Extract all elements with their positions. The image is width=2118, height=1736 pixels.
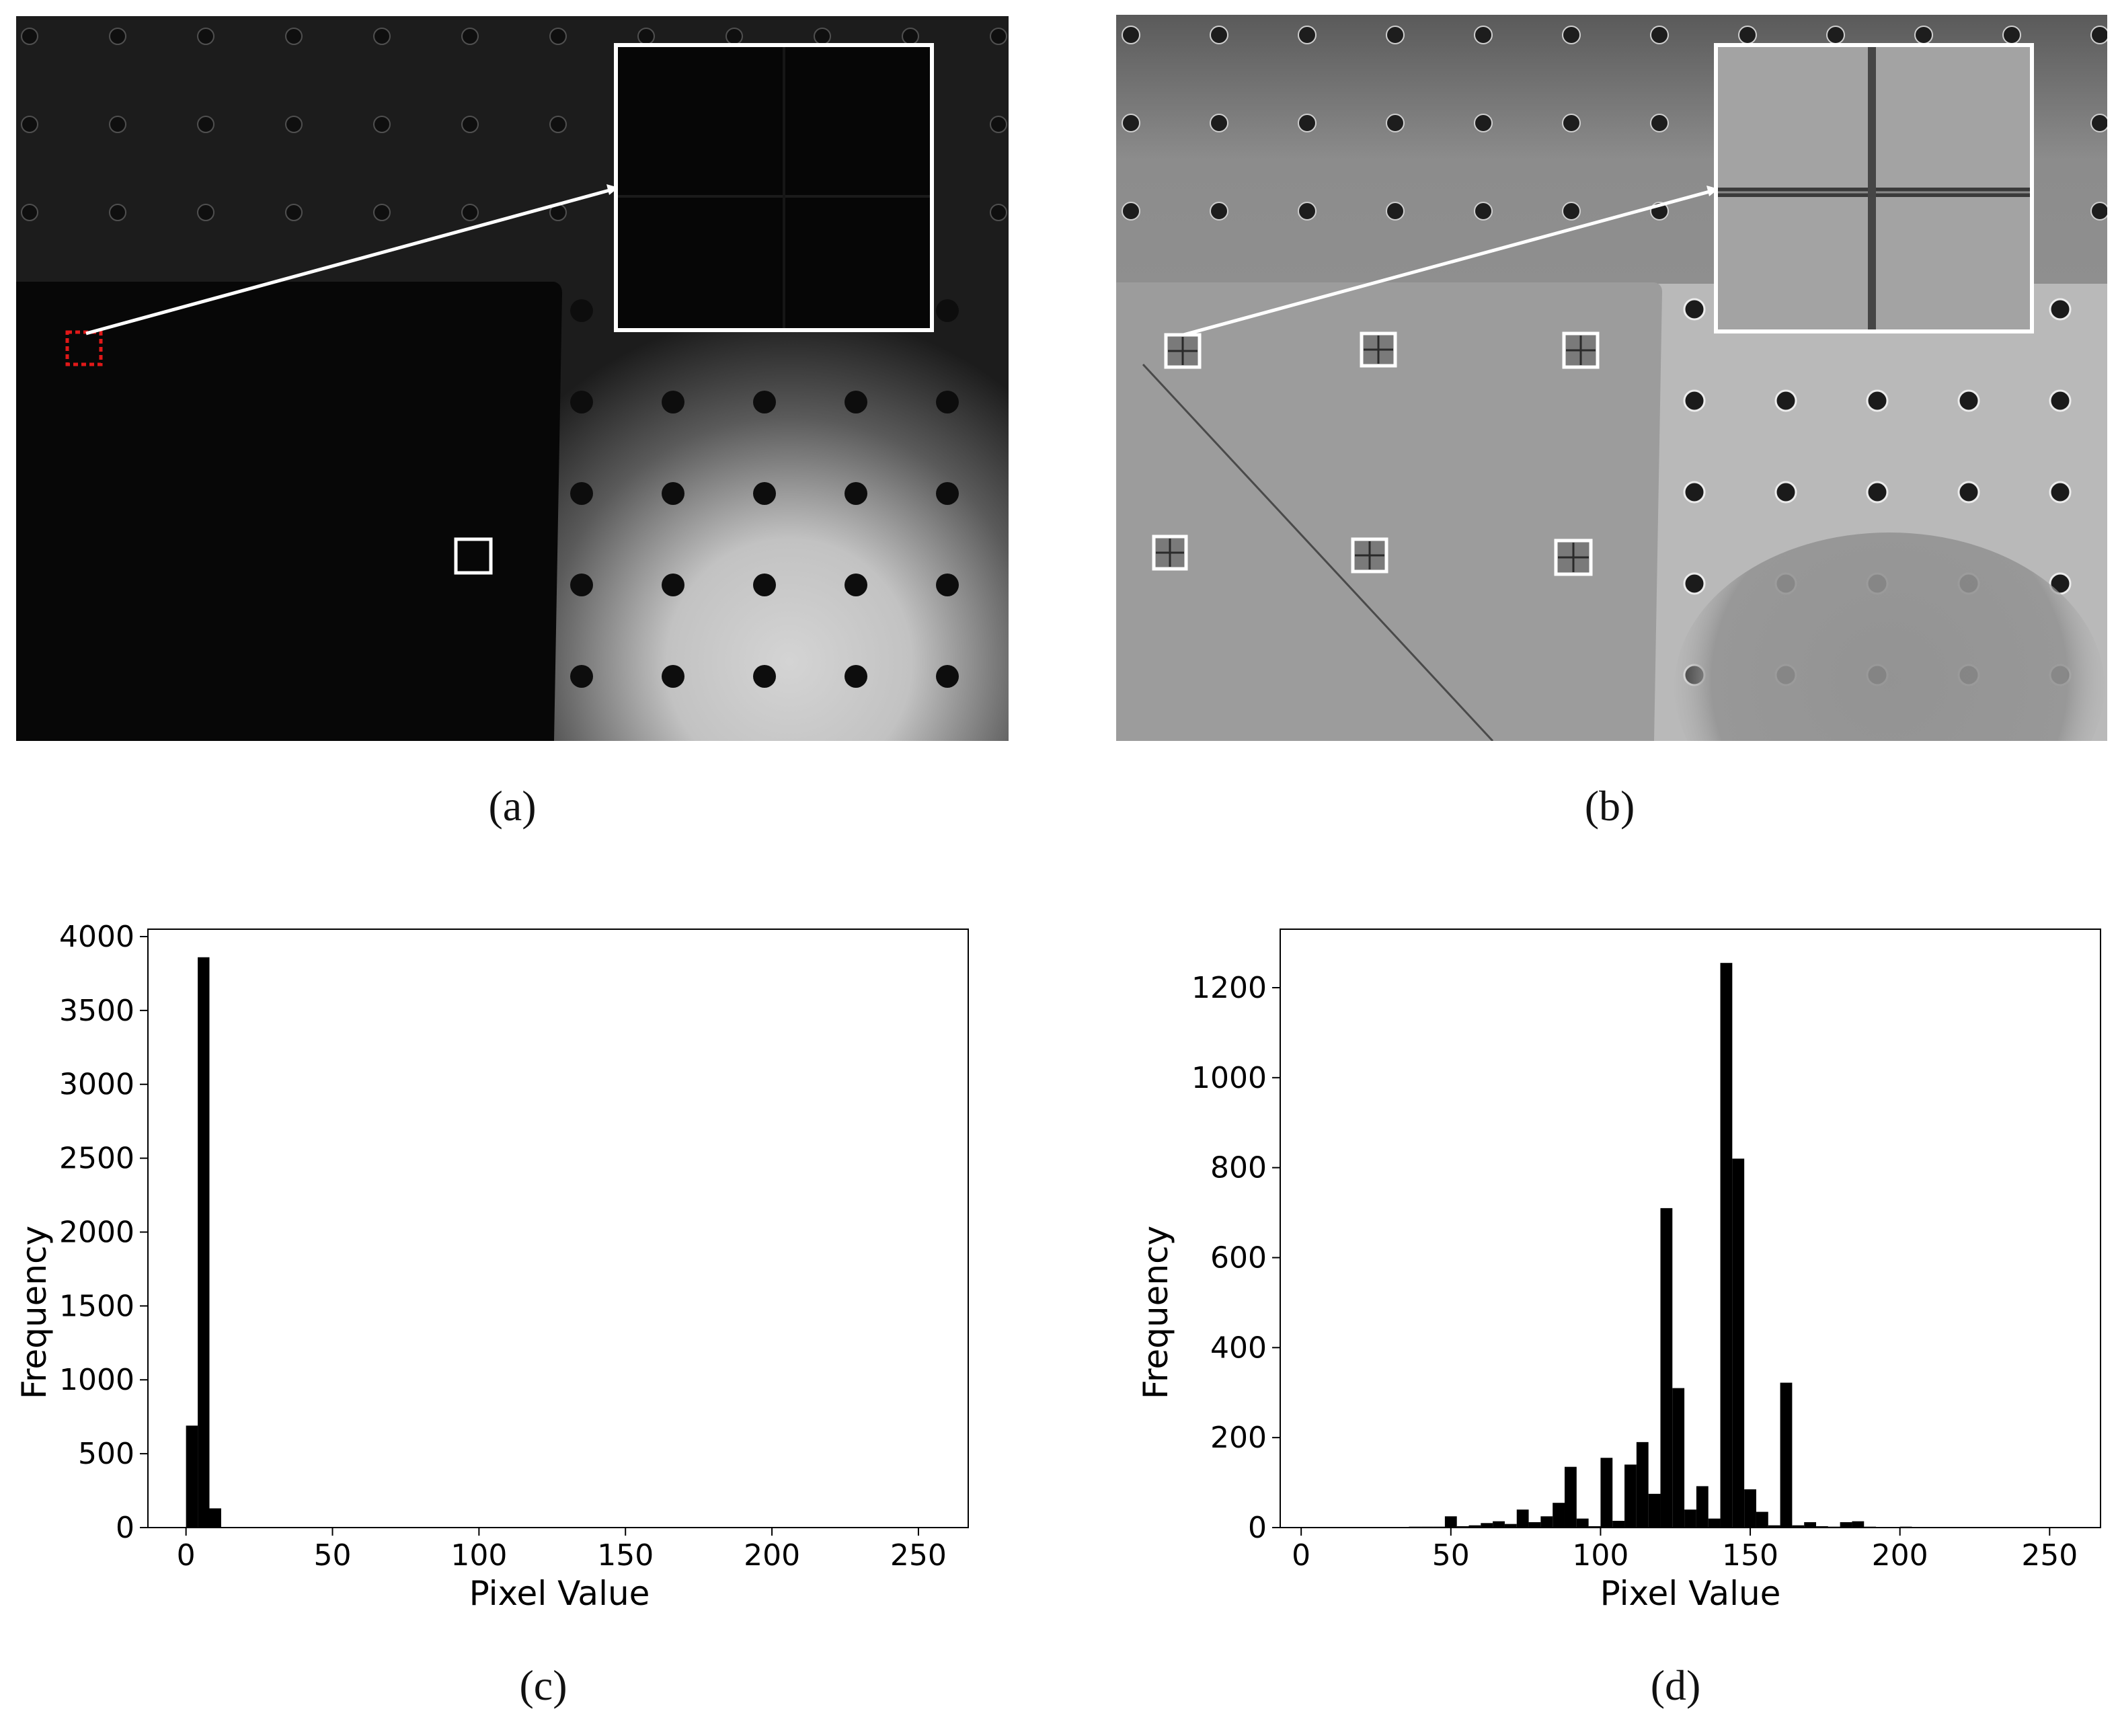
hist-bar-d xyxy=(1744,1489,1756,1528)
y-tick-label-c: 2000 xyxy=(59,1215,134,1249)
hist-bar-d xyxy=(1696,1486,1709,1528)
hist-bar-d xyxy=(1768,1525,1780,1528)
x-tick-label-d: 150 xyxy=(1722,1538,1778,1573)
hist-bar-c xyxy=(209,1508,221,1528)
photo-a xyxy=(16,16,1009,741)
caption-b: (b) xyxy=(1584,782,1635,830)
y-tick-label-c: 0 xyxy=(116,1511,134,1545)
hist-bar-d xyxy=(1804,1522,1817,1528)
zoom-arrow-b xyxy=(1183,189,1713,337)
y-tick-label-c: 1000 xyxy=(59,1363,134,1397)
hist-bar-d xyxy=(1553,1503,1565,1528)
hist-bar-d xyxy=(1732,1158,1745,1528)
x-tick-label-c: 250 xyxy=(890,1538,947,1573)
hist-bar-d xyxy=(1780,1382,1793,1528)
x-tick-label-c: 100 xyxy=(450,1538,507,1573)
plot-frame-d xyxy=(1280,929,2101,1528)
x-tick-label-d: 250 xyxy=(2021,1538,2078,1573)
x-axis-label-c: Pixel Value xyxy=(469,1574,650,1613)
zoom-inset-a xyxy=(614,43,934,332)
hist-bar-d xyxy=(1481,1523,1493,1528)
photo-a-svg xyxy=(16,16,1009,741)
x-tick-label-c: 0 xyxy=(177,1538,196,1573)
hist-bar-d xyxy=(1516,1509,1529,1528)
y-tick-label-d: 1000 xyxy=(1191,1061,1267,1095)
hist-bar-c xyxy=(186,1425,198,1528)
photo-b xyxy=(1116,15,2107,741)
roi-white-marker xyxy=(454,537,493,575)
hist-bar-d xyxy=(1660,1208,1673,1528)
hist-bar-d xyxy=(1648,1493,1661,1528)
hist-bar-d xyxy=(1852,1521,1865,1528)
hist-bar-d xyxy=(1792,1525,1805,1528)
histogram-d: 0 50 100 150 200 250 0 200 400 600 800 1000 1200 Pix… xyxy=(1136,929,2101,1613)
hist-bar-d xyxy=(1756,1511,1768,1528)
hole-grid-right-a xyxy=(554,292,1009,741)
plot-frame-c xyxy=(147,929,969,1528)
hist-bar-d xyxy=(1708,1518,1721,1528)
hist-bar-d xyxy=(1528,1522,1541,1528)
histogram-c: 0 50 100 150 200 2500500100015002000250030003… xyxy=(15,920,969,1613)
hist-bar-d xyxy=(1816,1526,1828,1528)
hist-bar-d xyxy=(1684,1509,1696,1528)
hist-bar-d xyxy=(1672,1388,1685,1528)
hist-bar-d xyxy=(1588,1526,1601,1528)
hist-bar-d xyxy=(1468,1525,1481,1528)
y-tick-label-c: 4000 xyxy=(59,920,134,954)
roi-red-marker xyxy=(65,330,103,366)
sample-b-scratch xyxy=(1142,363,1494,741)
hist-bar-d xyxy=(1840,1522,1852,1528)
hist-bar-d xyxy=(1600,1458,1613,1528)
caption-a: (a) xyxy=(488,782,537,830)
hist-bar-d xyxy=(1720,963,1733,1528)
hist-bar-d xyxy=(1636,1442,1649,1528)
caption-c: (c) xyxy=(519,1661,567,1709)
hist-bar-d xyxy=(1564,1466,1577,1528)
x-tick-label-d: 100 xyxy=(1572,1538,1629,1573)
hist-bar-c xyxy=(198,957,210,1528)
x-tick-label-c: 50 xyxy=(314,1538,352,1573)
x-tick-label-c: 150 xyxy=(597,1538,654,1573)
y-tick-label-d: 0 xyxy=(1248,1511,1267,1545)
hist-bar-d xyxy=(1444,1516,1457,1528)
x-axis-label-d: Pixel Value xyxy=(1600,1574,1781,1613)
zoom-arrow-a xyxy=(85,188,613,336)
y-tick-label-d: 400 xyxy=(1210,1331,1267,1365)
y-tick-label-c: 500 xyxy=(78,1437,134,1471)
y-tick-label-d: 200 xyxy=(1210,1421,1267,1455)
y-tick-label-c: 3000 xyxy=(59,1068,134,1102)
photo-b-svg xyxy=(1116,15,2107,741)
roi-crosses-b xyxy=(1156,336,1596,572)
bright-spot-b xyxy=(1674,532,2105,741)
x-tick-label-d: 50 xyxy=(1432,1538,1470,1573)
x-tick-label-d: 0 xyxy=(1292,1538,1310,1573)
hist-bar-d xyxy=(1576,1518,1589,1528)
y-tick-label-d: 800 xyxy=(1210,1151,1267,1185)
y-axis-label-d: Frequency xyxy=(1136,1226,1175,1399)
x-tick-label-d: 200 xyxy=(1872,1538,1928,1573)
hist-bar-d xyxy=(1540,1516,1553,1528)
hist-bar-d xyxy=(1612,1520,1625,1528)
y-axis-label-c: Frequency xyxy=(15,1226,54,1399)
caption-d: (d) xyxy=(1650,1661,1701,1709)
y-tick-label-d: 1200 xyxy=(1191,971,1267,1005)
hist-bar-d xyxy=(1456,1526,1469,1528)
hist-bar-d xyxy=(1504,1524,1517,1528)
y-tick-label-c: 3500 xyxy=(59,994,134,1028)
sample-b xyxy=(1116,282,1662,741)
hist-bar-d xyxy=(1624,1464,1637,1528)
dark-sample-a xyxy=(16,282,562,741)
x-tick-label-c: 200 xyxy=(744,1538,800,1573)
y-tick-label-c: 2500 xyxy=(59,1142,134,1176)
y-tick-label-d: 600 xyxy=(1210,1240,1267,1275)
y-tick-label-c: 1500 xyxy=(59,1289,134,1323)
hist-bar-d xyxy=(1493,1521,1505,1528)
